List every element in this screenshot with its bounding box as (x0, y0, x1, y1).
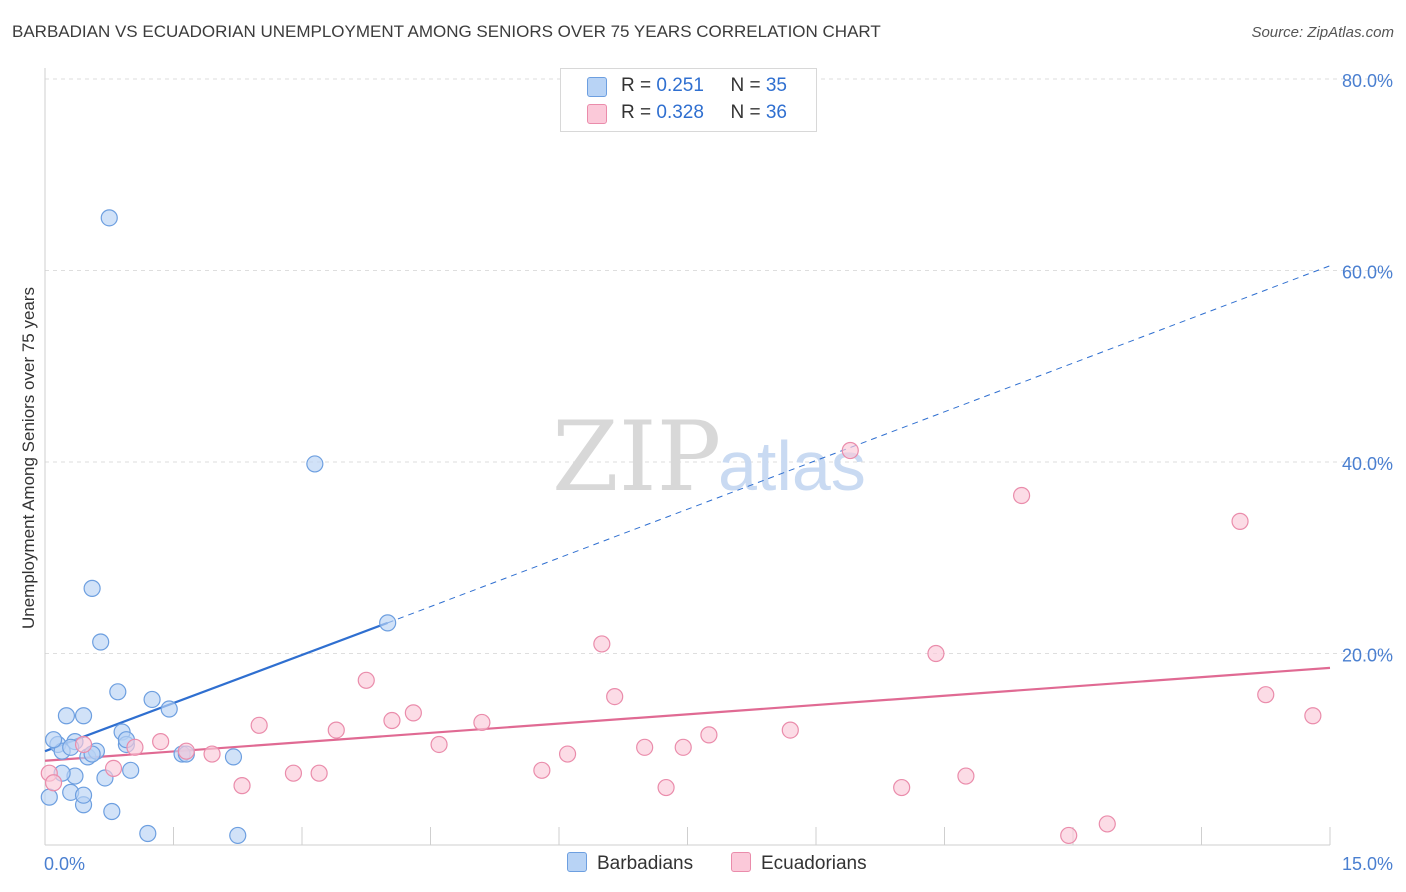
barbadian-point (74, 707, 93, 725)
ecuadorian-point (558, 745, 577, 763)
legend-r-label: R = (621, 102, 657, 123)
ecuadorian-point (700, 726, 718, 744)
ecuadorian-point (44, 774, 63, 792)
barbadian-point (139, 824, 157, 843)
x-tick-label: 15.0% (1342, 854, 1393, 874)
ecuadorian-point (327, 721, 345, 739)
ecuadorian-point (606, 687, 624, 706)
barbadian-point (122, 761, 140, 779)
ecuadorian-point (473, 713, 491, 732)
trend-lines (44, 265, 1331, 762)
ecuadorian-point (1060, 826, 1078, 845)
bottom-legend-label-ecuadorians: Ecuadorians (761, 853, 867, 874)
barbadian-point (143, 690, 161, 709)
barbadian-point (74, 786, 93, 804)
data-points (40, 209, 1322, 845)
y-tick-label: 20.0% (1342, 646, 1393, 666)
ecuadorian-point (203, 745, 221, 763)
ecuadorian-point (1098, 815, 1116, 833)
legend-swatch-barbadians (587, 77, 607, 97)
ecuadorian-point (357, 671, 375, 689)
barbadian-point (160, 700, 178, 718)
watermark: ZIP atlas (552, 401, 866, 513)
ecuadorian-point (310, 764, 328, 782)
legend-r-value-ecuadorians: 0.328 (656, 102, 704, 123)
ecuadorian-point (250, 716, 268, 734)
ecuadorian-point (430, 735, 448, 754)
barbadian-point (44, 731, 63, 749)
axes (44, 68, 1331, 846)
legend-r-label: R = (621, 75, 657, 96)
watermark-atlas: atlas (718, 427, 866, 505)
ecuadorian-point (1231, 512, 1249, 530)
ecuadorian-point (1304, 707, 1322, 725)
ecuadorian-point (1257, 686, 1275, 704)
ecuadorian-point (104, 759, 123, 778)
ecuadorian-point (284, 764, 303, 782)
barbadian-point (379, 614, 397, 632)
ecuadorian-point (841, 441, 859, 460)
barbadian-point (103, 802, 121, 821)
bottom-legend-swatch-barbadians (567, 852, 587, 872)
legend-n-label: N = (730, 102, 766, 123)
legend-n-value-ecuadorians: 36 (765, 102, 787, 123)
ecuadorian-point (781, 721, 799, 739)
ecuadorian-point (593, 635, 611, 653)
source-label: Source: ZipAtlas.com (1251, 24, 1394, 41)
ecuadorian-point (893, 778, 911, 797)
barbadian-point (229, 826, 247, 845)
ecuadorian-point (657, 778, 675, 797)
legend-r-value-barbadians: 0.251 (656, 75, 704, 96)
ecuadorian-point (927, 644, 945, 663)
ecuadorian-point (177, 742, 195, 760)
bottom-legend-label-barbadians: Barbadians (597, 853, 694, 874)
ecuadorian-point (383, 711, 401, 730)
barbadian-point (100, 209, 118, 227)
ecuadorian-point (533, 761, 551, 779)
bottom-legend-ecuadorians: Ecuadorians (731, 852, 867, 875)
barbadian-point (92, 633, 110, 651)
ecuadorian-point (126, 738, 144, 756)
y-axis-label: Unemployment Among Seniors over 75 years (19, 287, 38, 629)
barbadian-point (57, 707, 76, 725)
bottom-legend-barbadians: Barbadians (567, 852, 693, 875)
watermark-zip: ZIP (552, 401, 721, 513)
tick-labels: 20.0% 40.0% 60.0% 80.0% 0.0% 15.0% (44, 71, 1393, 874)
trend-line-ecuadorians (44, 666, 1331, 762)
legend-swatch-ecuadorians (587, 104, 607, 124)
ecuadorian-point (636, 738, 654, 756)
ecuadorian-point (674, 738, 692, 756)
barbadian-point (306, 455, 324, 473)
legend-n-value-barbadians: 35 (765, 75, 787, 96)
barbadian-point (109, 683, 127, 701)
y-tick-label: 60.0% (1342, 263, 1393, 283)
y-tick-label: 80.0% (1342, 71, 1393, 91)
ecuadorian-point (233, 777, 251, 795)
chart-title: BARBADIAN VS ECUADORIAN UNEMPLOYMENT AMO… (12, 22, 881, 41)
ecuadorian-point (404, 704, 422, 722)
barbadian-point (40, 788, 58, 806)
legend-n-label: N = (730, 75, 766, 96)
correlation-legend: R = 0.251 N = 35 R = 0.328 N = 36 (560, 68, 817, 132)
ecuadorian-point (152, 732, 170, 751)
y-tick-label: 40.0% (1342, 454, 1393, 474)
x-tick-label: 0.0% (44, 854, 85, 874)
grid-lines (45, 78, 1392, 654)
ecuadorian-point (74, 735, 93, 754)
trend-line-extension-barbadians (387, 265, 1331, 624)
barbadian-point (224, 748, 243, 766)
barbadian-point (83, 579, 101, 597)
bottom-legend-swatch-ecuadorians (731, 852, 751, 872)
ecuadorian-point (957, 767, 975, 785)
trend-line-barbadians (44, 621, 389, 753)
ecuadorian-point (1012, 486, 1031, 505)
